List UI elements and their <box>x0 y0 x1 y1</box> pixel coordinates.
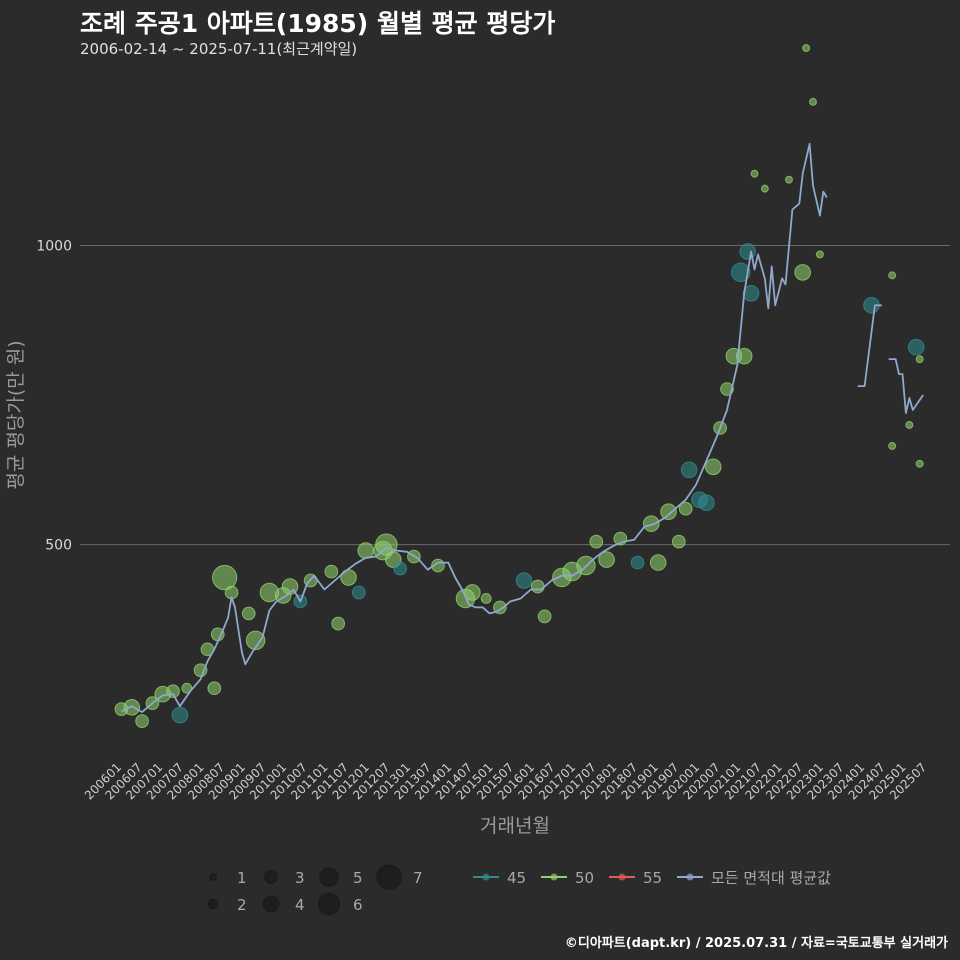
data-point <box>393 561 407 576</box>
data-point <box>809 97 817 106</box>
size-legend-label: 7 <box>413 869 423 887</box>
data-point <box>739 243 756 260</box>
size-legend-key <box>376 864 402 890</box>
size-legend-key <box>209 873 217 881</box>
series-legend-label: 45 <box>507 869 526 887</box>
series-legend-dot <box>686 873 694 881</box>
size-legend-label: 6 <box>353 896 363 914</box>
series-legend-dot <box>482 873 490 881</box>
data-point <box>649 554 667 571</box>
y-axis-title: 평균 평당가(만 원) <box>5 340 27 489</box>
size-legend-label: 2 <box>237 896 247 914</box>
data-point <box>671 534 686 549</box>
data-point <box>794 264 811 281</box>
size-legend: 1 2 3 4 5 6 7 <box>207 864 423 916</box>
data-point <box>245 630 266 651</box>
series-legend-dot <box>618 873 626 881</box>
series-legend-dot <box>550 873 558 881</box>
scatter-points <box>114 44 925 728</box>
data-point <box>802 44 811 52</box>
y-tick-label: 1000 <box>36 238 72 254</box>
series-legend: 45 50 55 모든 면적대 평균값 <box>473 869 831 887</box>
size-legend-label: 5 <box>353 869 363 887</box>
data-point <box>815 250 824 259</box>
data-point <box>331 616 346 631</box>
data-point <box>171 706 189 724</box>
series-legend-label: 55 <box>643 869 662 887</box>
size-legend-key <box>264 870 278 884</box>
series-legend-label: 50 <box>575 869 594 887</box>
data-point <box>340 569 357 586</box>
data-point <box>915 355 924 364</box>
data-point <box>135 714 149 728</box>
data-point <box>630 555 645 570</box>
data-point <box>698 494 715 512</box>
data-point <box>589 534 604 549</box>
average-line <box>120 142 924 713</box>
x-axis-title: 거래년월 <box>480 815 550 837</box>
size-legend-label: 3 <box>295 869 305 887</box>
data-point <box>660 503 677 521</box>
chart-subtitle: 2006-02-14 ~ 2025-07-11(최근계약일) <box>80 40 358 58</box>
data-point <box>907 338 925 356</box>
size-legend-key <box>262 895 280 913</box>
data-point <box>742 285 760 302</box>
data-point <box>480 593 492 604</box>
data-point <box>351 585 366 600</box>
data-point <box>598 551 615 568</box>
data-point <box>357 542 375 559</box>
data-point <box>905 421 914 429</box>
average-line-segment <box>888 358 924 414</box>
data-point <box>515 572 533 589</box>
data-point <box>537 609 552 624</box>
data-point <box>888 441 897 450</box>
data-point <box>731 262 751 283</box>
grid-lines <box>80 244 950 546</box>
data-point <box>750 169 759 178</box>
source-caption: ©디아파트(dapt.kr) / 2025.07.31 / 자료=국토교통부 실… <box>564 936 948 951</box>
size-legend-key <box>207 898 219 910</box>
data-point <box>123 699 141 716</box>
series-legend-label: 모든 면적대 평균값 <box>711 869 831 887</box>
data-point <box>241 606 256 621</box>
data-point <box>212 564 238 591</box>
size-legend-label: 4 <box>295 896 305 914</box>
y-axis-ticks: 500 1000 <box>36 238 72 553</box>
data-point <box>760 184 769 193</box>
data-point <box>888 271 897 280</box>
data-point <box>704 458 722 476</box>
y-tick-label: 500 <box>45 538 72 554</box>
average-line-segment <box>120 142 828 713</box>
data-point <box>530 579 545 594</box>
data-point <box>680 461 698 479</box>
average-line-segment <box>857 304 882 387</box>
chart-title: 조례 주공1 아파트(1985) 월별 평균 평당가 <box>80 9 556 38</box>
data-point <box>915 459 924 468</box>
data-point <box>324 564 339 579</box>
size-legend-key <box>317 892 341 916</box>
data-point <box>643 515 660 532</box>
data-point <box>207 681 222 696</box>
data-point <box>464 584 481 601</box>
data-point <box>735 347 753 365</box>
x-axis-ticks: 2006012006072007012007072008012008072009… <box>82 760 929 802</box>
data-point <box>678 501 693 516</box>
size-legend-key <box>319 867 339 887</box>
data-point <box>784 175 793 184</box>
size-legend-label: 1 <box>237 869 247 887</box>
